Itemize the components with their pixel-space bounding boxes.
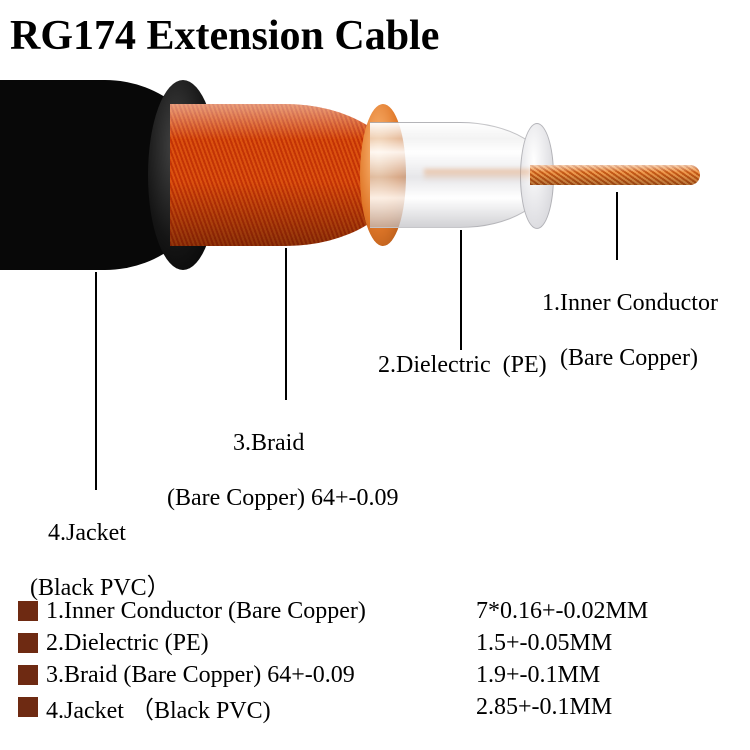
callout-jacket-line1: 4.Jacket bbox=[30, 520, 126, 546]
legend-swatch bbox=[18, 665, 38, 685]
callout-dielectric: 2.Dielectric (PE) bbox=[378, 352, 547, 380]
legend-row: 2.Dielectric (PE) 1.5+-0.05MM bbox=[18, 627, 726, 659]
leader-dielectric bbox=[460, 230, 462, 350]
callout-inner-line1: 1.Inner Conductor bbox=[542, 290, 718, 316]
callout-jacket: 4.Jacket (Black PVC） bbox=[18, 492, 171, 602]
legend-label: 4.Jacket （Black PVC) bbox=[46, 690, 476, 725]
callout-inner-line2: (Bare Copper) bbox=[542, 345, 698, 371]
layer-dielectric bbox=[370, 122, 550, 228]
legend-swatch bbox=[18, 601, 38, 621]
callout-inner: 1.Inner Conductor (Bare Copper) bbox=[530, 262, 718, 372]
leader-braid bbox=[285, 248, 287, 400]
legend-value: 2.85+-0.1MM bbox=[476, 694, 726, 721]
legend-value: 1.5+-0.05MM bbox=[476, 630, 726, 657]
legend-label: 3.Braid (Bare Copper) 64+-0.09 bbox=[46, 662, 476, 689]
legend-label: 2.Dielectric (PE) bbox=[46, 630, 476, 657]
callout-braid-line1: 3.Braid bbox=[167, 430, 304, 456]
leader-inner bbox=[616, 192, 618, 260]
legend-label: 1.Inner Conductor (Bare Copper) bbox=[46, 598, 476, 625]
legend-row: 1.Inner Conductor (Bare Copper) 7*0.16+-… bbox=[18, 595, 726, 627]
legend-value: 7*0.16+-0.02MM bbox=[476, 598, 726, 625]
legend-swatch bbox=[18, 697, 38, 717]
legend-swatch bbox=[18, 633, 38, 653]
legend-row: 3.Braid (Bare Copper) 64+-0.09 1.9+-0.1M… bbox=[18, 659, 726, 691]
layer-braid bbox=[170, 104, 400, 246]
legend-value: 1.9+-0.1MM bbox=[476, 662, 726, 689]
callout-braid: 3.Braid (Bare Copper) 64+-0.09 bbox=[155, 402, 398, 512]
legend-row: 4.Jacket （Black PVC) 2.85+-0.1MM bbox=[18, 691, 726, 723]
callout-braid-line2: (Bare Copper) 64+-0.09 bbox=[167, 485, 398, 511]
page-title: RG174 Extension Cable bbox=[10, 12, 439, 60]
legend-table: 1.Inner Conductor (Bare Copper) 7*0.16+-… bbox=[18, 595, 726, 723]
layer-inner-conductor bbox=[530, 165, 700, 185]
leader-jacket bbox=[95, 272, 97, 490]
